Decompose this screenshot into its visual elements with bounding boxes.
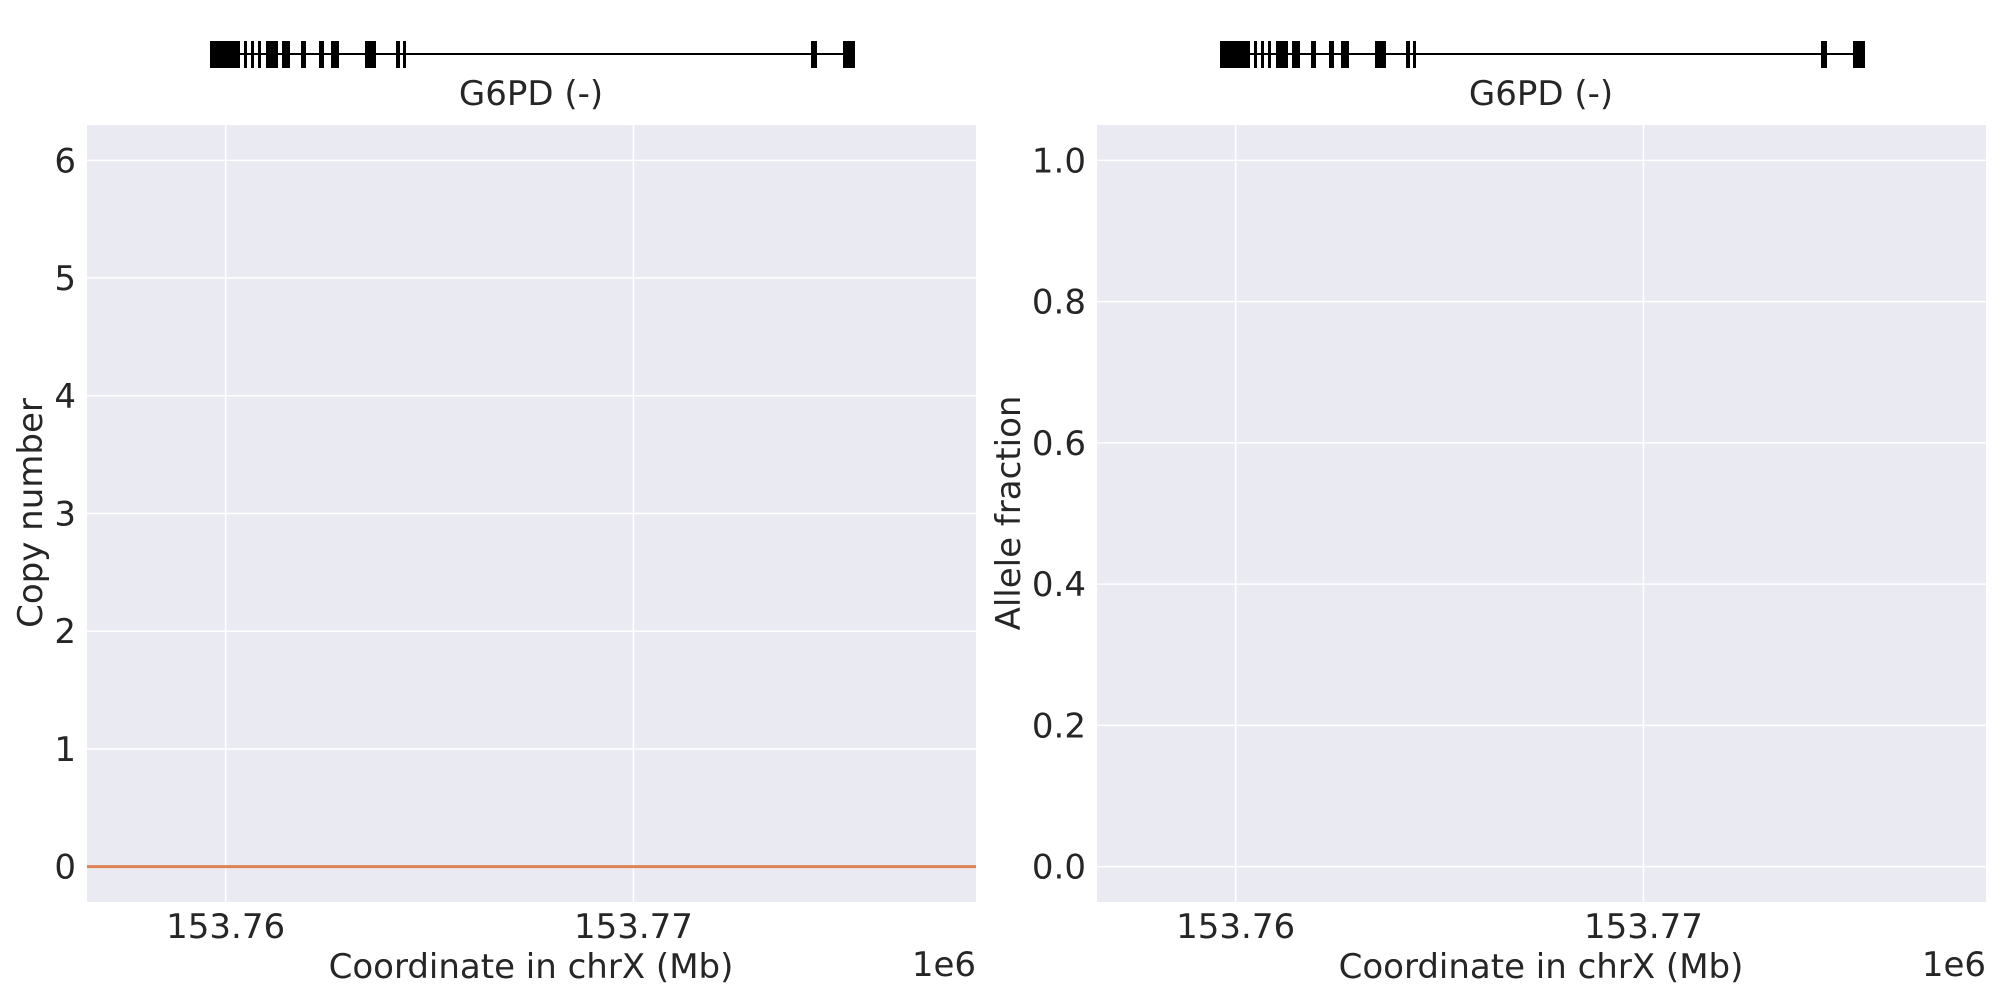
exon [403, 41, 406, 68]
gridlines [1097, 125, 1986, 902]
exon [1276, 41, 1288, 68]
y-tick-label: 0.2 [1032, 706, 1086, 746]
x-tick-label: 153.76 [166, 907, 285, 947]
gene-track-1: G6PD (-) [210, 41, 855, 114]
exon [396, 41, 400, 68]
exon [258, 41, 261, 68]
exon [1853, 41, 1865, 68]
y-axis-label: Allele fraction [989, 396, 1029, 631]
x-offset-label: 1e6 [1922, 945, 1986, 985]
exon [1261, 41, 1264, 68]
gene-track-2: G6PD (-) [1220, 41, 1865, 114]
exon [1220, 41, 1250, 68]
x-axis-label: Coordinate in chrX (Mb) [329, 947, 734, 987]
exon [301, 41, 306, 68]
y-tick-label: 2 [54, 612, 76, 652]
y-tick-labels: 0 1 2 3 4 5 6 [54, 141, 76, 887]
x-tick-label: 153.77 [574, 907, 693, 947]
exon [365, 41, 376, 68]
exon [1292, 41, 1300, 68]
x-tick-label: 153.76 [1176, 907, 1295, 947]
exon [266, 41, 278, 68]
y-axis-label: Copy number [11, 398, 51, 628]
y-tick-label: 3 [54, 495, 76, 535]
y-tick-label: 0.0 [1032, 848, 1086, 888]
exon [251, 41, 254, 68]
y-tick-label: 0.8 [1032, 283, 1086, 323]
y-tick-label: 1 [54, 730, 76, 770]
exon [1254, 41, 1257, 68]
exon [331, 41, 339, 68]
exon [210, 41, 240, 68]
exon [244, 41, 247, 68]
copy-number-panel: G6PD (-) 0 1 2 3 4 5 6 153.76 153.77 Copy numbe… [11, 41, 976, 987]
exon [1413, 41, 1416, 68]
exon [1329, 41, 1334, 68]
x-axis-label: Coordinate in chrX (Mb) [1339, 947, 1744, 987]
exon [1406, 41, 1410, 68]
exon [843, 41, 855, 68]
exon [1311, 41, 1316, 68]
x-tick-labels: 153.76 153.77 [166, 907, 693, 947]
gene-exons [1220, 41, 1865, 68]
y-tick-label: 1.0 [1032, 141, 1086, 181]
x-offset-label: 1e6 [912, 945, 976, 985]
y-tick-label: 0.4 [1032, 565, 1086, 605]
y-tick-label: 5 [54, 259, 76, 299]
gene-label: G6PD (-) [1469, 74, 1613, 114]
exon [1268, 41, 1271, 68]
exon [811, 41, 817, 68]
exon [1341, 41, 1349, 68]
exon [319, 41, 324, 68]
y-tick-label: 6 [54, 141, 76, 181]
exon [1375, 41, 1386, 68]
y-tick-labels: 0.0 0.2 0.4 0.6 0.8 1.0 [1032, 141, 1086, 887]
gene-exons [210, 41, 855, 68]
exon [1821, 41, 1827, 68]
y-tick-label: 0.6 [1032, 424, 1086, 464]
y-tick-label: 0 [54, 848, 76, 888]
x-tick-labels: 153.76 153.77 [1176, 907, 1703, 947]
x-tick-label: 153.77 [1584, 907, 1703, 947]
plot-area [1097, 125, 1986, 902]
gene-label: G6PD (-) [459, 74, 603, 114]
allele-fraction-panel: G6PD (-) 0.0 0.2 0.4 0.6 0.8 1.0 153.76 153.77… [989, 41, 1986, 987]
y-tick-label: 4 [54, 377, 76, 417]
exon [282, 41, 290, 68]
